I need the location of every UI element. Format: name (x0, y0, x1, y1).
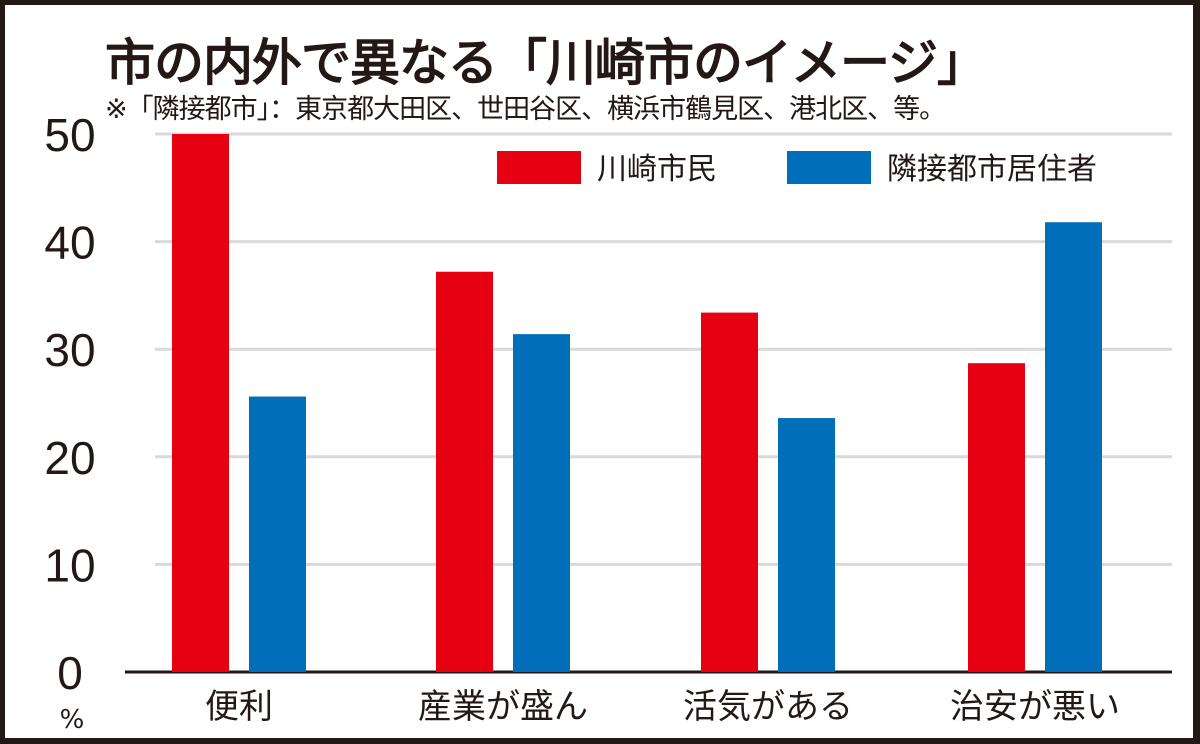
bar-neighbor (778, 418, 835, 672)
chart-subtitle: ※「隣接都市」：東京都大田区、世田谷区、横浜市鶴見区、港北区、等。 (105, 94, 946, 125)
x-tick-label: 治安が悪い (950, 687, 1120, 727)
legend-swatch (787, 151, 871, 184)
x-tick-label: 産業が盛ん (418, 687, 588, 727)
y-tick-label: 20 (44, 432, 95, 484)
bar-kawasaki (968, 363, 1025, 672)
x-tick-label: 便利 (205, 687, 273, 727)
y-tick-label: 50 (44, 109, 95, 161)
y-axis-unit: % (60, 705, 85, 735)
bar-neighbor (249, 396, 306, 672)
legend-label: 隣接都市居住者 (887, 152, 1097, 187)
bar-kawasaki (436, 271, 493, 672)
legend-swatch (497, 151, 581, 184)
bar-neighbor (1045, 222, 1102, 672)
bar-neighbor (513, 334, 570, 672)
bar-kawasaki (701, 312, 758, 672)
y-tick-label: 40 (44, 217, 95, 269)
legend-label: 川崎市民 (597, 152, 717, 187)
y-tick-label: 30 (44, 324, 95, 376)
chart-title: 市の内外で異なる「川崎市のイメージ」 (105, 34, 987, 92)
y-tick-label: 10 (44, 539, 95, 591)
bar-kawasaki (172, 134, 229, 672)
y-tick-label: 0 (57, 647, 83, 699)
x-tick-label: 活気がある (683, 687, 853, 727)
